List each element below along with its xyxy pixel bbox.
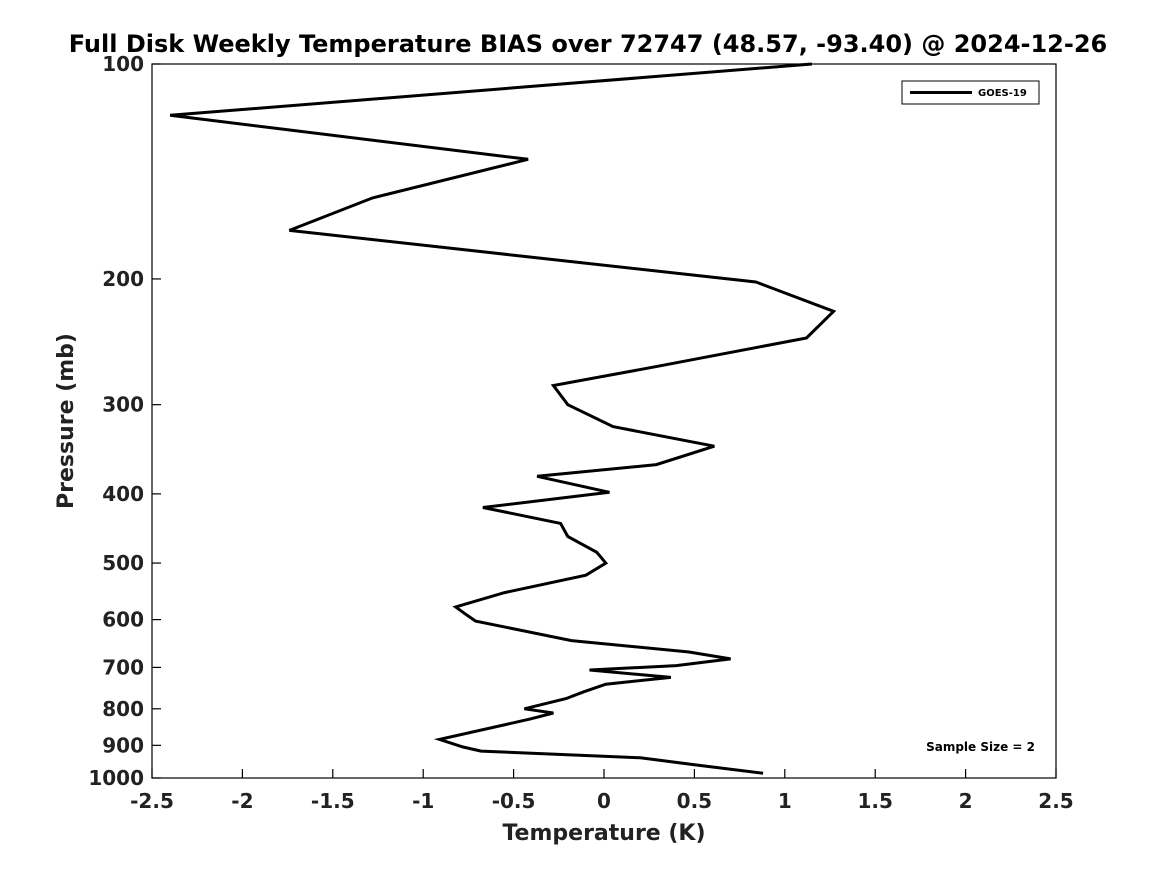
x-tick-label: -1 (412, 789, 434, 813)
y-tick-label: 1000 (88, 766, 144, 790)
x-tick-label: 0 (597, 789, 611, 813)
x-tick-label: 2.5 (1038, 789, 1073, 813)
x-tick-label: -2 (231, 789, 253, 813)
x-tick-label: 1 (778, 789, 792, 813)
x-axis-ticks: -2.5 -2 -1.5 -1 -0.5 0 0.5 1 1.5 2 2.5 (130, 769, 1074, 813)
sample-size-annotation: Sample Size = 2 (926, 740, 1035, 754)
y-tick-label: 900 (102, 733, 144, 757)
y-tick-label: 800 (102, 697, 144, 721)
y-axis-ticks: 100 200 300 400 500 600 700 800 900 1000 (88, 52, 161, 790)
x-tick-label: 1.5 (857, 789, 892, 813)
x-tick-label: 0.5 (677, 789, 712, 813)
y-tick-label: 500 (102, 551, 144, 575)
y-tick-label: 700 (102, 655, 144, 679)
y-tick-label: 300 (102, 393, 144, 417)
x-tick-label: -2.5 (130, 789, 174, 813)
y-tick-label: 200 (102, 267, 144, 291)
series-line-goes-19 (169, 62, 837, 775)
legend-entry-goes-19: GOES-19 (978, 88, 1027, 99)
x-axis-label: Temperature (K) (502, 821, 705, 846)
y-tick-label: 600 (102, 608, 144, 632)
x-tick-label: -1.5 (311, 789, 355, 813)
y-tick-label: 400 (102, 482, 144, 506)
y-tick-label: 100 (102, 52, 144, 76)
y-axis-label: Pressure (mb) (54, 333, 79, 509)
legend: GOES-19 (901, 80, 1040, 105)
x-tick-label: -0.5 (492, 789, 536, 813)
x-tick-label: 2 (959, 789, 973, 813)
chart-title: Full Disk Weekly Temperature BIAS over 7… (69, 30, 1108, 58)
